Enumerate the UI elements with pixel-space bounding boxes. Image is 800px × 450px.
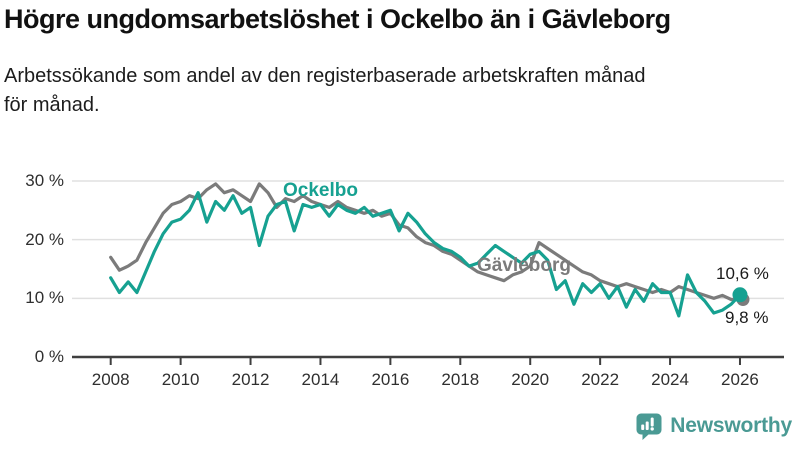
chart-title: Högre ungdomsarbetslöshet i Ockelbo än i… — [4, 4, 671, 34]
x-axis-label-2018: 2018 — [441, 370, 480, 389]
newsworthy-logo[interactable]: Newsworthy — [635, 412, 792, 440]
newsworthy-logo-icon — [636, 413, 662, 440]
x-axis-label-2010: 2010 — [161, 370, 200, 389]
y-axis-label-0: 0 % — [34, 347, 64, 366]
x-axis-label-2012: 2012 — [231, 370, 270, 389]
end-value-label-ockelbo: 10,6 % — [716, 264, 769, 283]
end-value-label-gavleborg: 9,8 % — [725, 308, 769, 327]
x-axis-label-2016: 2016 — [371, 370, 410, 389]
logo-exclamation-dot — [650, 427, 655, 431]
y-axis-label-30: 30 % — [25, 170, 64, 190]
x-axis-label-2014: 2014 — [301, 370, 340, 389]
line-ockelbo — [109, 191, 742, 318]
series-label-ockelbo: Ockelbo — [283, 180, 358, 201]
logo-bar-small — [641, 424, 645, 430]
chart-subtitle: Arbetssökande som andel av den registerb… — [4, 65, 646, 116]
logo-exclamation-stem — [650, 417, 654, 427]
end-dot-ockelbo — [732, 287, 748, 303]
line-chart: 30 % 20 % 10 % 0 % 2008 2010 2012 2014 2016 2018 2… — [0, 160, 800, 410]
line-gävleborg — [109, 182, 742, 302]
plot-area — [72, 180, 784, 365]
x-axis-label-2026: 2026 — [721, 370, 759, 389]
x-axis-label-2022: 2022 — [581, 370, 620, 389]
brand-name: Newsworthy — [670, 414, 792, 437]
y-axis-label-10: 10 % — [25, 288, 64, 308]
series-label-gavleborg: Gävleborg — [477, 255, 571, 276]
y-axis-label-20: 20 % — [25, 229, 64, 249]
logo-bar-tall — [645, 421, 649, 430]
x-axis-label-2008: 2008 — [91, 370, 130, 389]
x-axis-label-2024: 2024 — [651, 370, 689, 389]
x-axis-label-2020: 2020 — [511, 370, 550, 389]
